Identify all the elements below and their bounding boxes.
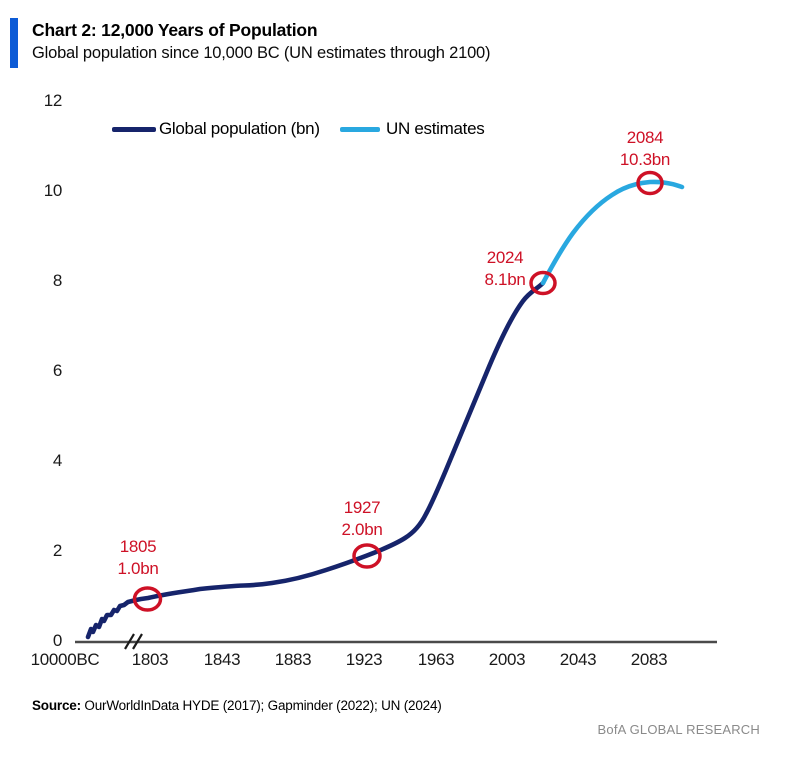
source-text: OurWorldInData HYDE (2017); Gapminder (2… [80,698,442,713]
callout-circle-2024 [529,270,557,296]
x-tick-2083: 2083 [630,650,668,669]
x-tick-1803: 1803 [131,650,169,669]
legend-swatch-global-population [112,127,156,132]
annotation-2084: 2084 10.3bn [595,127,695,171]
title-accent-bar [10,18,18,68]
x-tick-1883: 1883 [274,650,312,669]
y-tick-8: 8 [52,271,62,290]
x-tick-10000bc: 10000BC [30,650,100,669]
annotation-2084-year: 2084 [626,128,664,147]
chart-subtitle: Global population since 10,000 BC (UN es… [32,44,491,62]
annotation-1805-value: 1.0bn [117,559,159,578]
y-tick-0: 0 [52,631,62,650]
y-tick-6: 6 [52,361,62,380]
annotation-2024-year: 2024 [486,248,524,267]
source-line: Source: OurWorldInData HYDE (2017); Gapm… [32,698,442,713]
un-estimates-line [540,179,685,286]
source-label: Source: [32,698,81,713]
callout-circle-1805 [132,586,163,612]
callout-circle-2084 [636,170,664,196]
annotation-1805: 1805 1.0bn [88,536,188,580]
global-population-line [85,280,546,640]
annotation-1927: 1927 2.0bn [312,497,412,541]
y-tick-4: 4 [52,451,62,470]
x-tick-1843: 1843 [203,650,241,669]
legend-swatch-un-estimates [340,127,380,132]
y-tick-12: 12 [43,91,63,110]
x-tick-1923: 1923 [345,650,383,669]
annotation-1927-value: 2.0bn [341,520,383,539]
bofa-global-research-brand: BofA GLOBAL RESEARCH [597,722,760,737]
y-tick-2: 2 [52,541,62,560]
annotation-1927-year: 1927 [343,498,381,517]
callout-circle-1927 [352,543,382,569]
chart-title: Chart 2: 12,000 Years of Population [32,20,318,40]
x-tick-2043: 2043 [559,650,597,669]
annotation-1805-year: 1805 [119,537,157,556]
x-tick-1963: 1963 [417,650,455,669]
legend-label-un-estimates: UN estimates [386,119,485,138]
x-axis-break-icon [124,633,143,650]
y-tick-10: 10 [43,181,63,200]
annotation-2084-value: 10.3bn [619,150,671,169]
x-tick-2003: 2003 [488,650,526,669]
annotation-2024-value: 8.1bn [484,270,526,289]
annotation-2024: 2024 8.1bn [455,247,555,291]
legend-label-global-population: Global population (bn) [159,119,320,138]
